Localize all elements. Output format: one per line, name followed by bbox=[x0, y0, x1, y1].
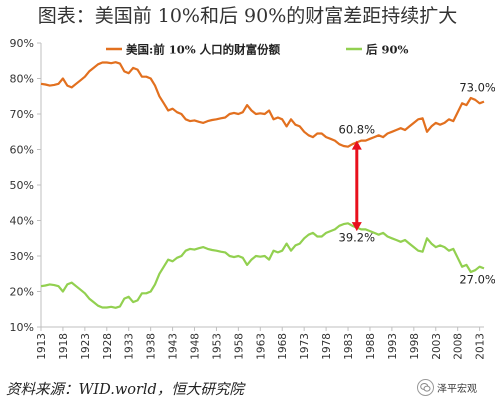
data-label: 73.0% bbox=[459, 80, 495, 94]
x-tick-label: 1963 bbox=[255, 333, 267, 360]
watermark-badge: 泽平宏观 bbox=[417, 379, 477, 396]
gap-arrow-head-down bbox=[351, 222, 362, 232]
legend-label-top10: 美国:前 10% 人口的财富份额 bbox=[126, 43, 281, 57]
y-tick-label: 70% bbox=[10, 108, 34, 121]
x-tick-label: 1983 bbox=[343, 333, 355, 360]
series-line-bottom90 bbox=[40, 222, 485, 309]
wechat-icon bbox=[417, 379, 434, 396]
gap-arrow-head-up bbox=[351, 140, 362, 150]
x-tick-label: 1998 bbox=[409, 333, 421, 360]
y-tick-label: 60% bbox=[10, 144, 34, 157]
x-tick-label: 2013 bbox=[475, 333, 487, 360]
series-line-top10 bbox=[40, 61, 485, 148]
x-tick-label: 1948 bbox=[190, 333, 202, 360]
source-note: 资料来源：WID.world，恒大研究院 bbox=[6, 382, 244, 398]
x-tick-label: 1923 bbox=[80, 333, 92, 360]
y-tick-label: 40% bbox=[10, 215, 34, 228]
data-label: 27.0% bbox=[459, 273, 495, 287]
x-tick-label: 1928 bbox=[102, 333, 114, 360]
y-tick-label: 10% bbox=[10, 321, 34, 334]
x-tick-label: 1943 bbox=[168, 333, 180, 360]
y-tick-label: 50% bbox=[10, 179, 34, 192]
watermark-text: 泽平宏观 bbox=[437, 384, 477, 395]
chart-title: 图表：美国前 10%和后 90%的财富差距持续扩大 bbox=[37, 5, 458, 27]
line-chart: 10% 20% 30% 40% 50% 60% 70% 80% 90% 1913 1918 1923 1… bbox=[10, 37, 495, 360]
y-tick-label: 80% bbox=[10, 73, 34, 86]
x-tick-label: 1968 bbox=[277, 333, 289, 360]
x-tick-label: 1973 bbox=[299, 333, 311, 360]
x-tick-label: 1958 bbox=[233, 333, 245, 360]
data-label: 39.2% bbox=[339, 230, 376, 244]
x-tick-label: 1978 bbox=[321, 333, 333, 360]
x-tick-label: 1913 bbox=[36, 333, 48, 360]
x-tick-label: 2008 bbox=[453, 333, 465, 360]
legend-label-bottom90: 后 90% bbox=[366, 43, 409, 57]
x-tick-label: 1953 bbox=[211, 333, 223, 360]
x-tick-label: 2003 bbox=[431, 333, 443, 360]
data-label: 60.8% bbox=[339, 123, 376, 137]
y-tick-label: 20% bbox=[10, 286, 34, 299]
y-tick-label: 30% bbox=[10, 250, 34, 263]
x-tick-label: 1933 bbox=[124, 333, 136, 360]
y-tick-label: 90% bbox=[10, 37, 34, 50]
x-tick-label: 1988 bbox=[365, 333, 377, 360]
x-tick-label: 1918 bbox=[58, 333, 70, 360]
x-tick-label: 1938 bbox=[146, 333, 158, 360]
x-tick-label: 1993 bbox=[387, 333, 399, 360]
